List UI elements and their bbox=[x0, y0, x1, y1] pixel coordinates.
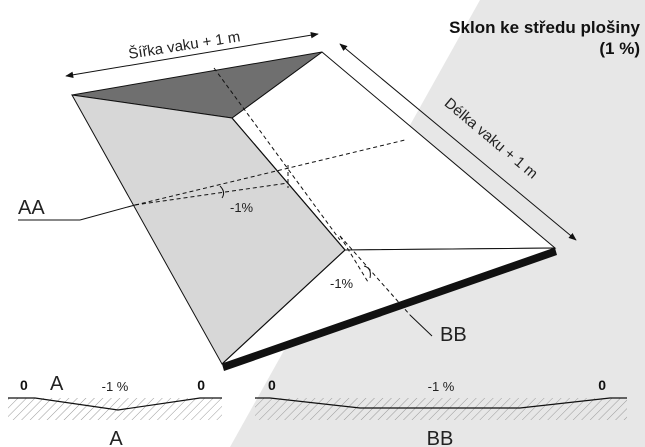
width-dimension-arrow bbox=[65, 32, 319, 78]
profile-bb-zero-left: 0 bbox=[268, 377, 276, 393]
width-label: Šířka vaku + 1 m bbox=[127, 28, 241, 62]
profile-a-slope: -1 % bbox=[102, 379, 129, 394]
fold-line bbox=[221, 249, 346, 365]
profile-a: 0 A -1 % 0 A bbox=[8, 373, 222, 447]
profile-a-zero-left: 0 bbox=[20, 377, 28, 393]
fold-line bbox=[231, 117, 346, 251]
profile-a-zero-right: 0 bbox=[197, 377, 205, 393]
slope-aa-label: -1% bbox=[230, 200, 254, 215]
profile-a-letter: A bbox=[50, 373, 64, 395]
platform-base-edge bbox=[222, 248, 557, 371]
section-bb-label: BB bbox=[440, 324, 467, 346]
section-aa-label: AA bbox=[18, 197, 45, 219]
length-dimension-arrow bbox=[339, 43, 577, 241]
profile-bb: 0 -1 % 0 BB bbox=[255, 377, 627, 447]
profile-bb-surface bbox=[255, 397, 627, 409]
bb-leader bbox=[409, 314, 433, 337]
profile-bb-caption: BB bbox=[427, 428, 454, 447]
angle-arc-aa bbox=[219, 185, 225, 199]
slope-bb-label: -1% bbox=[330, 276, 354, 291]
angle-arc-bb bbox=[363, 265, 371, 279]
title-line-1: Sklon ke středu plošiny bbox=[449, 18, 640, 37]
title-line-2: (1 %) bbox=[599, 39, 640, 58]
profile-a-surface bbox=[8, 397, 222, 411]
profile-bb-ground bbox=[255, 398, 627, 420]
profile-bb-slope: -1 % bbox=[428, 379, 455, 394]
profile-a-caption: A bbox=[109, 428, 123, 447]
profile-bb-zero-right: 0 bbox=[598, 377, 606, 393]
aa-leader bbox=[79, 204, 136, 221]
